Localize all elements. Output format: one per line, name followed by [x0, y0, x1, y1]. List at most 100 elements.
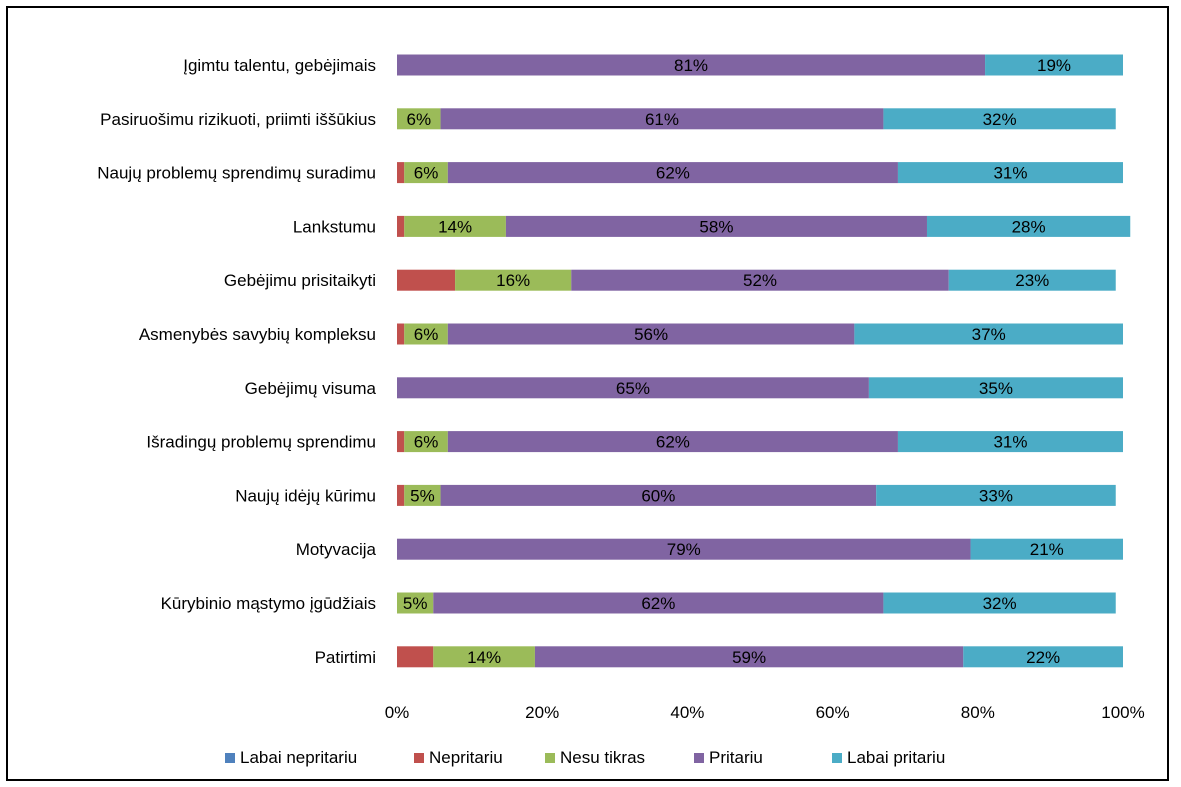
data-label: 32% [983, 110, 1017, 129]
data-label: 5% [403, 594, 428, 613]
bar-segment [447, 323, 855, 345]
data-label: 81% [674, 56, 708, 75]
legend-swatch [694, 753, 704, 763]
bar-segment [926, 215, 1131, 237]
x-tick-label: 60% [816, 703, 850, 722]
data-label: 31% [993, 433, 1027, 452]
data-label: 65% [616, 379, 650, 398]
data-label: 16% [496, 271, 530, 290]
x-tick-label: 80% [961, 703, 995, 722]
data-label: 35% [979, 379, 1013, 398]
bar-segment [505, 215, 927, 237]
bar-segment [404, 484, 441, 506]
category-label: Asmenybės savybių kompleksu [139, 325, 376, 344]
data-label: 60% [641, 486, 675, 505]
category-label: Įgimtu talentu, gebėjimais [183, 56, 376, 75]
legend-label: Labai nepritariu [240, 748, 357, 767]
bar-segment [397, 646, 434, 668]
bar-segment [571, 269, 949, 291]
legend: Labai nepritariu Nepritariu Nesu tikras Pri… [225, 748, 945, 767]
bar-segment [534, 646, 964, 668]
data-label: 58% [699, 217, 733, 236]
data-label: 5% [410, 486, 435, 505]
data-label: 79% [667, 540, 701, 559]
bar-segment [397, 215, 405, 237]
data-label: 6% [414, 325, 439, 344]
bar-segment [897, 431, 1123, 453]
bar-segment [883, 592, 1116, 614]
bar-segment [397, 54, 986, 76]
legend-label: Pritariu [709, 748, 763, 767]
bar-segment [433, 646, 535, 668]
data-label: 33% [979, 486, 1013, 505]
bar-segment [970, 538, 1123, 560]
data-label: 62% [641, 594, 675, 613]
data-labels-group: 81% 19% 6% 61% 32% 6% 62% 31% 14% 58% 28% 16% 52% 23%… [403, 56, 1071, 667]
x-axis-ticks-group: 0% 20% 40% 60% 80% 100% [385, 703, 1145, 722]
bar-segment [397, 162, 405, 184]
bar-segment [948, 269, 1116, 291]
data-label: 62% [656, 433, 690, 452]
bar-segment [397, 377, 869, 399]
bar-segment [868, 377, 1123, 399]
legend-label: Nesu tikras [560, 748, 645, 767]
bar-segment [455, 269, 572, 291]
category-label: Gebėjimų visuma [245, 379, 377, 398]
data-label: 31% [993, 164, 1027, 183]
bar-segment [440, 108, 884, 130]
data-label: 32% [983, 594, 1017, 613]
data-label: 62% [656, 164, 690, 183]
bar-segment [447, 431, 898, 453]
data-label: 19% [1037, 56, 1071, 75]
category-label: Patirtimi [315, 648, 376, 667]
bar-segment [397, 108, 441, 130]
category-labels-group: Įgimtu talentu, gebėjimais Pasiruošimu ri… [97, 56, 376, 667]
category-label: Naujų idėjų kūrimu [235, 486, 376, 505]
bar-segment [404, 431, 448, 453]
bar-segment [854, 323, 1123, 345]
data-label: 28% [1012, 217, 1046, 236]
legend-label: Nepritariu [429, 748, 503, 767]
category-label: Pasiruošimu rizikuoti, priimti iššūkius [100, 110, 376, 129]
x-tick-label: 40% [670, 703, 704, 722]
bar-segment [397, 592, 434, 614]
category-label: Motyvacija [296, 540, 377, 559]
data-label: 56% [634, 325, 668, 344]
x-tick-label: 20% [525, 703, 559, 722]
bar-segment [397, 269, 456, 291]
bar-segment [397, 538, 971, 560]
data-label: 14% [467, 648, 501, 667]
bar-segment [404, 162, 448, 184]
data-label: 61% [645, 110, 679, 129]
category-label: Išradingų problemų sprendimu [146, 433, 376, 452]
data-label: 37% [972, 325, 1006, 344]
x-tick-label: 100% [1101, 703, 1144, 722]
bars-group [397, 54, 1131, 668]
data-label: 59% [732, 648, 766, 667]
data-label: 21% [1030, 540, 1064, 559]
category-label: Kūrybinio mąstymo įgūdžiais [161, 594, 376, 613]
bar-segment [876, 484, 1116, 506]
data-label: 6% [414, 164, 439, 183]
data-label: 22% [1026, 648, 1060, 667]
bar-segment [963, 646, 1123, 668]
data-label: 6% [406, 110, 431, 129]
x-tick-label: 0% [385, 703, 410, 722]
bar-segment [433, 592, 884, 614]
data-label: 14% [438, 217, 472, 236]
data-label: 52% [743, 271, 777, 290]
category-label: Lankstumu [293, 217, 376, 236]
data-label: 6% [414, 433, 439, 452]
category-label: Naujų problemų sprendimų suradimu [97, 164, 376, 183]
bar-segment [883, 108, 1116, 130]
bar-segment [985, 54, 1123, 76]
legend-label: Labai pritariu [847, 748, 945, 767]
bar-segment [897, 162, 1123, 184]
legend-swatch [225, 753, 235, 763]
bar-segment [404, 323, 448, 345]
bar-segment [447, 162, 898, 184]
category-label: Gebėjimu prisitaikyti [224, 271, 376, 290]
legend-swatch [545, 753, 555, 763]
bar-segment [440, 484, 877, 506]
